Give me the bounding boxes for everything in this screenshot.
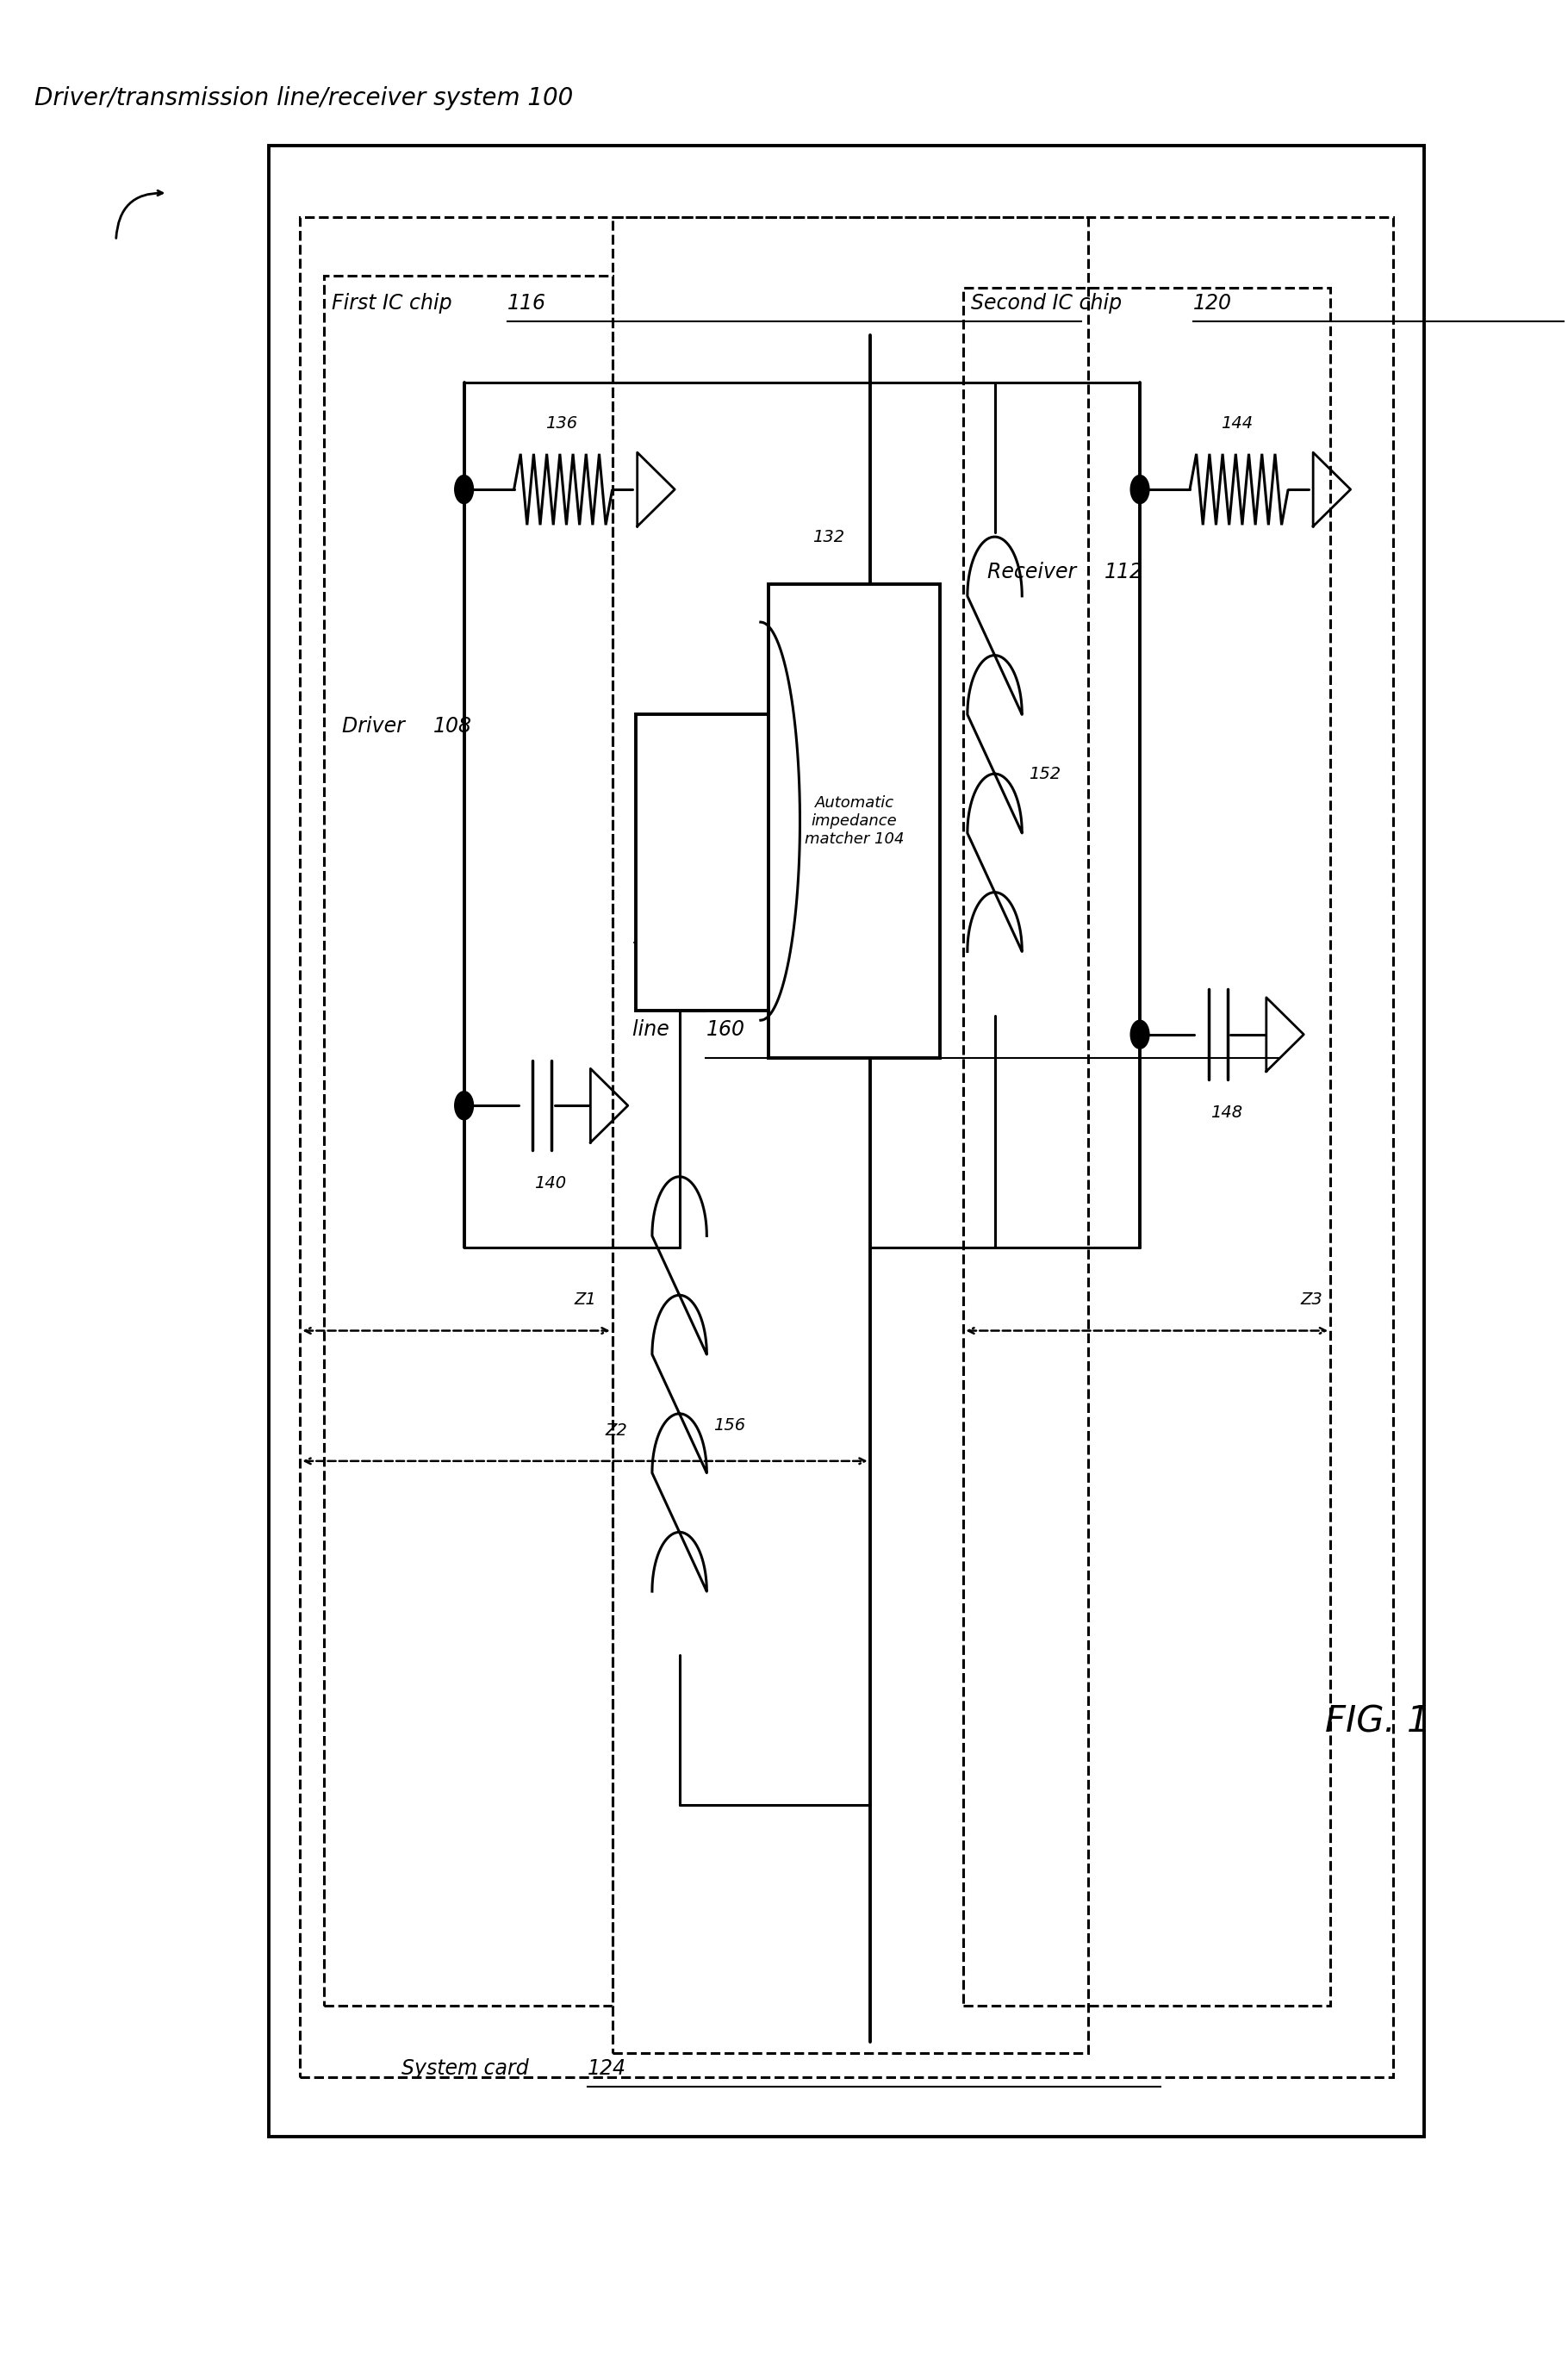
Text: System card: System card: [401, 2058, 535, 2080]
Text: 120: 120: [1193, 292, 1232, 314]
Text: 128: 128: [718, 837, 750, 853]
Circle shape: [455, 475, 474, 504]
Text: Z40: Z40: [687, 853, 726, 872]
Text: Second IC chip: Second IC chip: [971, 292, 1129, 314]
Text: Receiver: Receiver: [986, 561, 1082, 582]
Circle shape: [1131, 475, 1149, 504]
Text: line: line: [632, 1020, 676, 1041]
Text: Driver: Driver: [342, 715, 411, 737]
Text: Z1: Z1: [574, 1291, 597, 1307]
Text: Z2: Z2: [605, 1421, 627, 1438]
Text: 116: 116: [508, 292, 547, 314]
Bar: [270, 145, 1424, 2137]
Bar: [323, 276, 613, 2006]
Text: Driver/transmission line/receiver system 100: Driver/transmission line/receiver system…: [34, 86, 574, 112]
Text: 152: 152: [1029, 765, 1062, 782]
Text: 132: 132: [812, 528, 845, 544]
Text: Transmission: Transmission: [632, 941, 765, 963]
Text: D: D: [823, 853, 839, 872]
Text: 144: 144: [1221, 416, 1253, 430]
Text: 112: 112: [1104, 561, 1143, 582]
Text: First IC chip: First IC chip: [331, 292, 458, 314]
Text: 136: 136: [546, 416, 577, 430]
Text: 140: 140: [535, 1177, 566, 1191]
Text: Automatic
impedance
matcher 104: Automatic impedance matcher 104: [804, 796, 905, 846]
Text: 108: 108: [433, 715, 472, 737]
Bar: [963, 288, 1330, 2006]
Text: 148: 148: [1210, 1105, 1242, 1122]
Circle shape: [1131, 1020, 1149, 1048]
Text: 160: 160: [706, 1020, 745, 1041]
Bar: [613, 216, 1088, 2054]
Bar: [768, 585, 941, 1058]
Circle shape: [455, 1091, 474, 1120]
Bar: [635, 715, 776, 1010]
Bar: [299, 216, 1392, 2077]
Text: FIG. 1: FIG. 1: [1325, 1704, 1430, 1740]
Text: Z3: Z3: [1300, 1291, 1322, 1307]
Text: 124: 124: [588, 2058, 626, 2080]
Text: 156: 156: [713, 1417, 746, 1433]
